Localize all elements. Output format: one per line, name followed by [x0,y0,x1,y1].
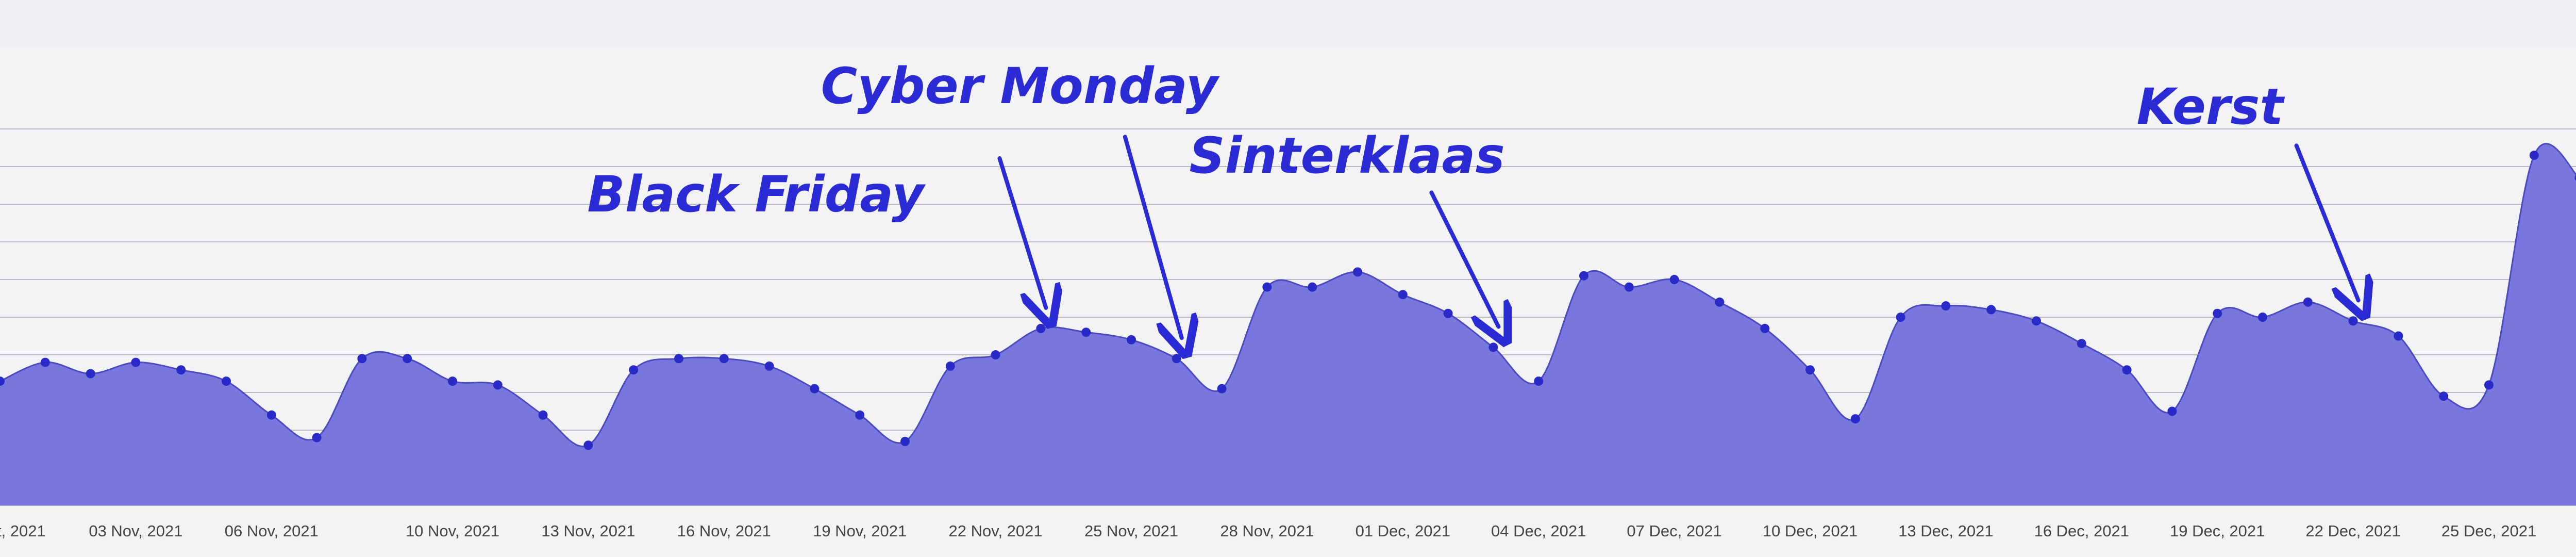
data-point[interactable] [2032,316,2041,326]
annotations: Black Friday Cyber Monday Sinterklaas Kerst [587,57,2358,338]
data-point[interactable] [810,384,819,394]
x-tick-label: 25 Dec, 2021 [2441,522,2536,540]
data-point[interactable] [1443,308,1453,318]
data-point[interactable] [1760,323,1770,333]
data-point[interactable] [2439,391,2449,401]
x-tick-label: 19 Nov, 2021 [813,522,907,540]
data-point[interactable] [2258,313,2267,322]
data-point[interactable] [448,376,457,386]
data-point[interactable] [1172,354,1181,364]
data-point[interactable] [312,433,322,443]
data-point[interactable] [2122,365,2132,375]
data-point[interactable] [1353,267,1362,277]
chart-top-band [0,0,2576,46]
data-point[interactable] [583,440,593,450]
x-tick-label: 16 Nov, 2021 [677,522,771,540]
data-point[interactable] [1398,290,1408,300]
data-point[interactable] [1488,342,1498,352]
data-point[interactable] [176,365,186,375]
data-point[interactable] [1081,327,1091,337]
data-point[interactable] [1579,271,1588,281]
annotation-arrow [1123,135,1182,338]
data-point[interactable] [403,354,412,364]
data-point[interactable] [1036,323,1046,333]
data-point[interactable] [0,376,5,386]
annotation-label: Cyber Monday [821,57,1220,115]
data-point[interactable] [900,436,910,446]
data-point[interactable] [2303,297,2313,307]
data-point[interactable] [2348,316,2358,326]
data-point[interactable] [2529,151,2539,160]
data-point[interactable] [493,380,503,390]
data-point[interactable] [1715,297,1725,307]
x-tick-label: 22 Dec, 2021 [2305,522,2400,540]
x-tick-label: 31 Oct, 2021 [0,522,46,540]
data-point[interactable] [2484,380,2494,390]
data-point[interactable] [2077,339,2086,349]
x-tick-label: 04 Dec, 2021 [1491,522,1586,540]
data-point[interactable] [945,361,955,371]
data-point[interactable] [222,376,231,386]
x-tick-label: 13 Nov, 2021 [541,522,635,540]
annotation-arrow [2294,143,2358,300]
area-fill [0,143,2576,505]
data-point[interactable] [266,410,276,420]
x-tick-label: 10 Nov, 2021 [406,522,499,540]
data-point[interactable] [855,410,865,420]
x-tick-label: 06 Nov, 2021 [225,522,319,540]
data-point[interactable] [2167,406,2177,416]
data-point[interactable] [40,357,50,367]
x-tick-label: 25 Nov, 2021 [1084,522,1178,540]
x-tick-label: 10 Dec, 2021 [1763,522,1858,540]
data-point[interactable] [1669,275,1679,284]
data-point[interactable] [131,357,141,367]
data-point[interactable] [764,361,774,371]
data-point[interactable] [674,354,683,364]
x-tick-label: 28 Nov, 2021 [1220,522,1314,540]
data-point[interactable] [1534,376,1544,386]
data-point[interactable] [991,350,1000,359]
data-point[interactable] [538,410,548,420]
data-point[interactable] [1850,414,1860,424]
x-tick-label: 22 Nov, 2021 [949,522,1043,540]
annotation-label: Sinterklaas [1189,127,1504,185]
data-point[interactable] [1896,313,1905,322]
annotation-label: Kerst [2137,78,2285,136]
data-point[interactable] [1308,282,1317,292]
data-point[interactable] [357,354,367,364]
data-point[interactable] [719,354,729,364]
data-point[interactable] [1262,282,1272,292]
data-point[interactable] [1127,335,1136,345]
x-tick-label: 07 Dec, 2021 [1627,522,1721,540]
data-point[interactable] [2394,331,2403,341]
x-tick-label: 19 Dec, 2021 [2170,522,2265,540]
annotation-arrow [997,156,1046,308]
annotation-label: Black Friday [587,166,926,223]
annotation-arrow [1429,190,1498,326]
x-tick-label: 01 Dec, 2021 [1356,522,1450,540]
x-tick-label: 13 Dec, 2021 [1898,522,1993,540]
x-tick-label: 16 Dec, 2021 [2034,522,2129,540]
data-point[interactable] [1217,384,1227,394]
data-point[interactable] [2574,173,2576,183]
data-point[interactable] [2213,308,2222,318]
data-point[interactable] [1624,282,1634,292]
data-point[interactable] [86,369,95,379]
x-tick-label: 03 Nov, 2021 [89,522,182,540]
data-point[interactable] [1986,305,1996,315]
data-point[interactable] [1941,301,1951,311]
data-point[interactable] [629,365,639,375]
x-axis-tick-labels: 31 Oct, 2021 03 Nov, 2021 06 Nov, 2021 10 N… [0,522,2536,540]
data-point[interactable] [1805,365,1815,375]
